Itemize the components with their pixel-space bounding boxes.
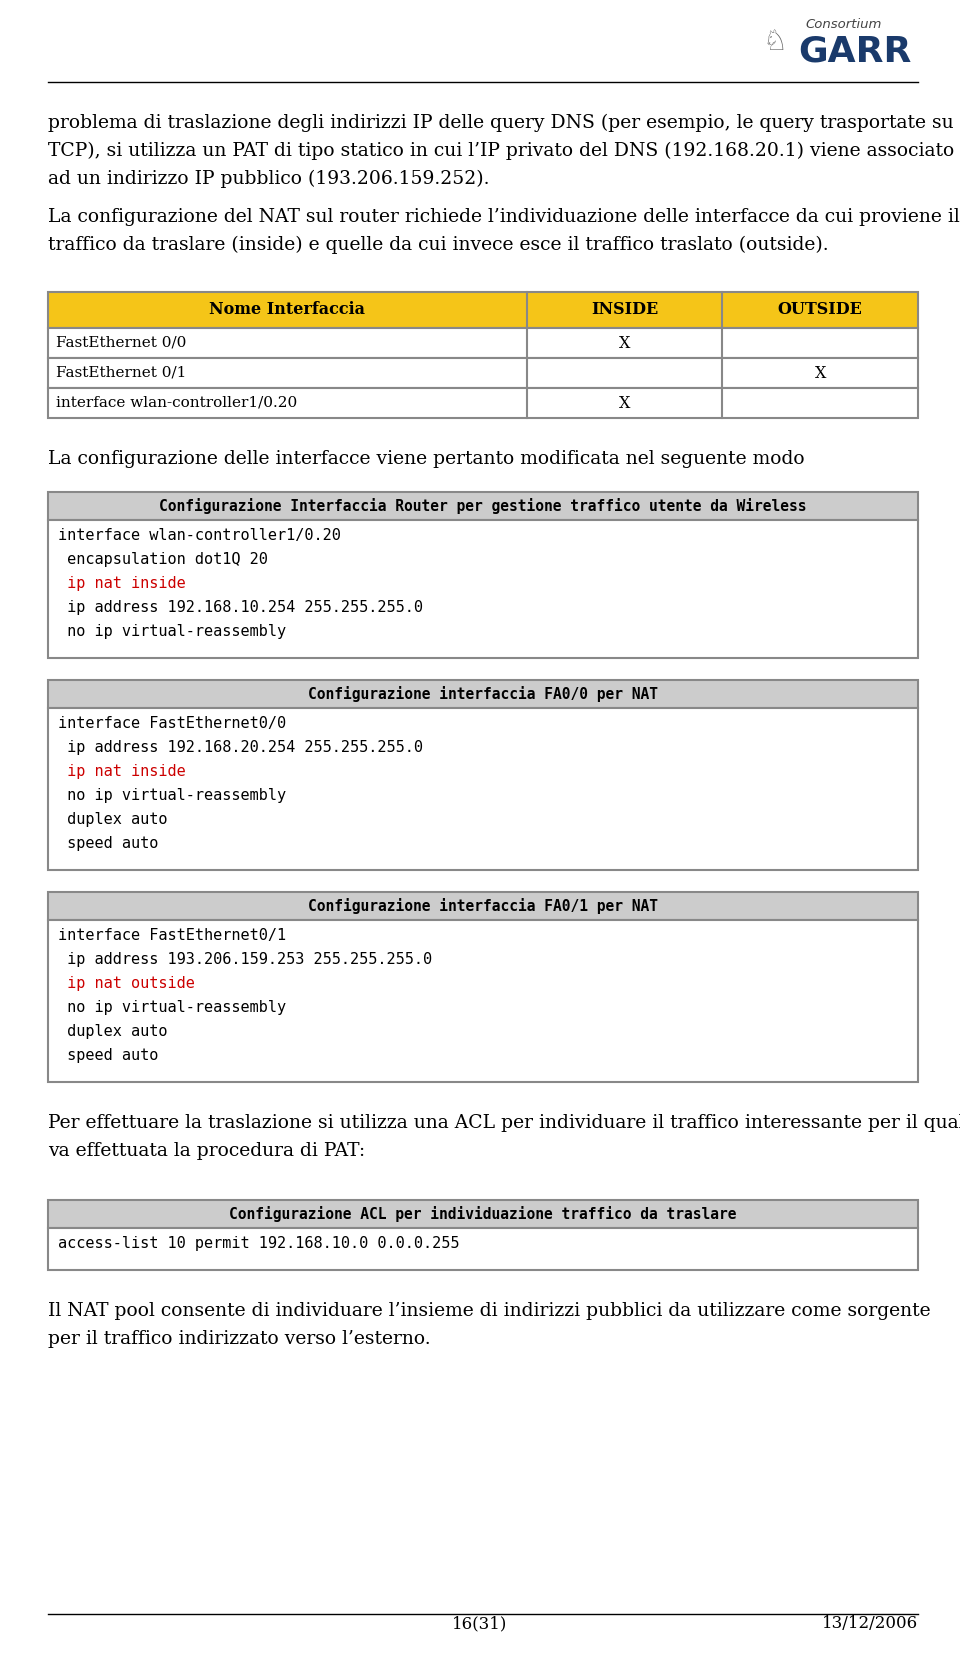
- Text: interface FastEthernet0/1: interface FastEthernet0/1: [58, 927, 286, 942]
- Text: ip nat inside: ip nat inside: [58, 577, 185, 592]
- Text: ip address 192.168.10.254 255.255.255.0: ip address 192.168.10.254 255.255.255.0: [58, 600, 423, 615]
- Text: ♘: ♘: [762, 28, 787, 57]
- Text: X: X: [814, 364, 826, 382]
- Text: encapsulation dot1Q 20: encapsulation dot1Q 20: [58, 552, 268, 567]
- Text: 13/12/2006: 13/12/2006: [822, 1615, 918, 1632]
- Text: La configurazione delle interfacce viene pertanto modificata nel seguente modo: La configurazione delle interfacce viene…: [48, 450, 804, 469]
- Text: FastEthernet 0/0: FastEthernet 0/0: [56, 336, 186, 351]
- Bar: [48, 892, 918, 921]
- Text: ad un indirizzo IP pubblico (193.206.159.252).: ad un indirizzo IP pubblico (193.206.159…: [48, 170, 490, 188]
- Text: interface FastEthernet0/0: interface FastEthernet0/0: [58, 716, 286, 731]
- Text: access-list 10 permit 192.168.10.0 0.0.0.255: access-list 10 permit 192.168.10.0 0.0.0…: [58, 1237, 460, 1251]
- Text: interface wlan-controller1/0.20: interface wlan-controller1/0.20: [58, 529, 341, 543]
- Text: Configurazione interfaccia FA0/1 per NAT: Configurazione interfaccia FA0/1 per NAT: [308, 897, 658, 914]
- Bar: [48, 1228, 918, 1270]
- Text: interface wlan-controller1/0.20: interface wlan-controller1/0.20: [56, 396, 298, 411]
- Bar: [48, 492, 918, 520]
- Text: duplex auto: duplex auto: [58, 1024, 167, 1039]
- Text: duplex auto: duplex auto: [58, 813, 167, 828]
- Text: FastEthernet 0/1: FastEthernet 0/1: [56, 366, 186, 381]
- Bar: [48, 1200, 918, 1228]
- Text: Consortium: Consortium: [805, 18, 881, 30]
- Text: ip address 193.206.159.253 255.255.255.0: ip address 193.206.159.253 255.255.255.0: [58, 952, 432, 967]
- Bar: [48, 680, 918, 708]
- Text: OUTSIDE: OUTSIDE: [778, 301, 863, 319]
- Bar: [48, 387, 918, 419]
- Text: GARR: GARR: [798, 35, 911, 70]
- Text: ip nat inside: ip nat inside: [58, 765, 185, 779]
- Text: La configurazione del NAT sul router richiede l’individuazione delle interfacce : La configurazione del NAT sul router ric…: [48, 208, 960, 226]
- Text: per il traffico indirizzato verso l’esterno.: per il traffico indirizzato verso l’este…: [48, 1330, 431, 1348]
- Text: Per effettuare la traslazione si utilizza una ACL per individuare il traffico in: Per effettuare la traslazione si utilizz…: [48, 1114, 960, 1132]
- Text: no ip virtual-reassembly: no ip virtual-reassembly: [58, 788, 286, 803]
- Text: va effettuata la procedura di PAT:: va effettuata la procedura di PAT:: [48, 1142, 365, 1160]
- Text: ip nat outside: ip nat outside: [58, 976, 195, 991]
- Text: Configurazione Interfaccia Router per gestione traffico utente da Wireless: Configurazione Interfaccia Router per ge…: [159, 499, 806, 514]
- Text: X: X: [618, 394, 630, 412]
- Bar: [48, 293, 918, 327]
- Text: no ip virtual-reassembly: no ip virtual-reassembly: [58, 1001, 286, 1015]
- Text: traffico da traslare (inside) e quelle da cui invece esce il traffico traslato (: traffico da traslare (inside) e quelle d…: [48, 236, 828, 254]
- Text: Configurazione interfaccia FA0/0 per NAT: Configurazione interfaccia FA0/0 per NAT: [308, 686, 658, 701]
- Text: no ip virtual-reassembly: no ip virtual-reassembly: [58, 623, 286, 638]
- Text: speed auto: speed auto: [58, 836, 158, 851]
- Text: ip address 192.168.20.254 255.255.255.0: ip address 192.168.20.254 255.255.255.0: [58, 740, 423, 755]
- Text: TCP), si utilizza un PAT di tipo statico in cui l’IP privato del DNS (192.168.20: TCP), si utilizza un PAT di tipo statico…: [48, 141, 954, 160]
- Bar: [48, 327, 918, 357]
- Text: speed auto: speed auto: [58, 1049, 158, 1064]
- Bar: [48, 708, 918, 869]
- Text: Nome Interfaccia: Nome Interfaccia: [209, 301, 365, 319]
- Text: INSIDE: INSIDE: [590, 301, 658, 319]
- Bar: [48, 520, 918, 658]
- Text: problema di traslazione degli indirizzi IP delle query DNS (per esempio, le quer: problema di traslazione degli indirizzi …: [48, 115, 953, 133]
- Text: X: X: [618, 334, 630, 351]
- Bar: [48, 357, 918, 387]
- Bar: [48, 921, 918, 1082]
- Text: 16(31): 16(31): [452, 1615, 508, 1632]
- Text: Configurazione ACL per individuazione traffico da traslare: Configurazione ACL per individuazione tr…: [229, 1207, 736, 1222]
- Text: Il NAT pool consente di individuare l’insieme di indirizzi pubblici da utilizzar: Il NAT pool consente di individuare l’in…: [48, 1301, 930, 1320]
